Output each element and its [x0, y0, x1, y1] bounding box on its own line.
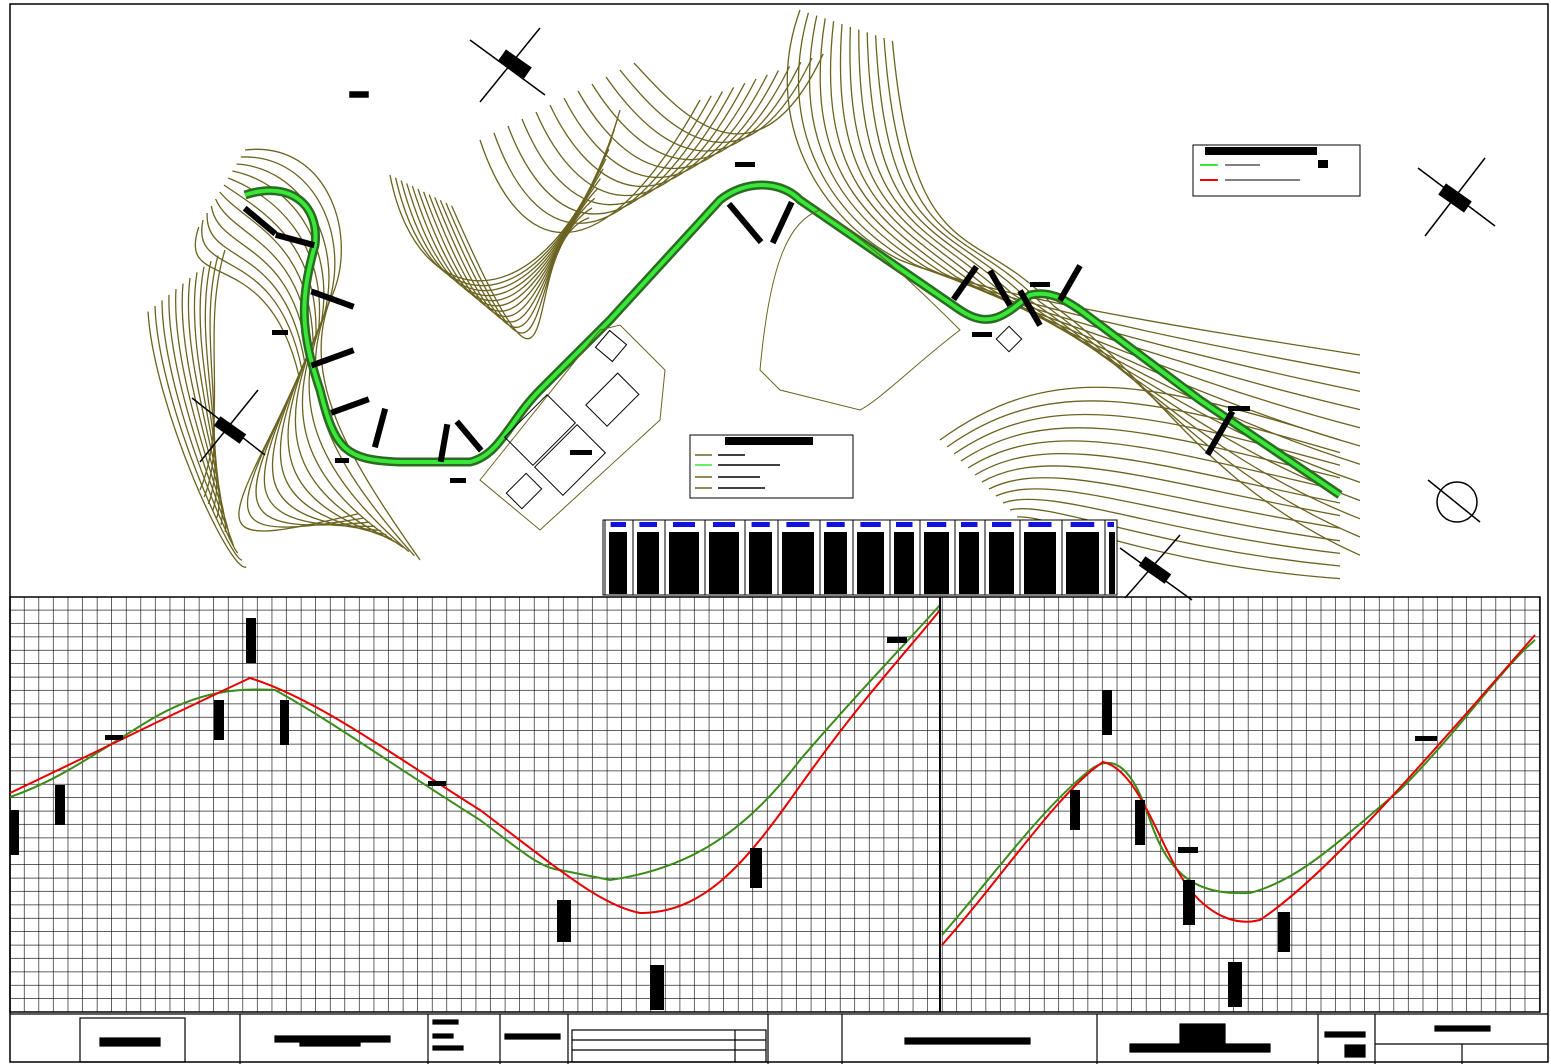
table-cell	[824, 532, 847, 594]
table-cell	[669, 532, 699, 594]
table-header	[673, 522, 695, 527]
contour	[1002, 498, 1341, 555]
contour	[891, 40, 1361, 556]
contour	[154, 305, 243, 561]
design-profile	[9, 609, 941, 915]
table-header	[1028, 522, 1052, 527]
road-centerline	[244, 183, 1342, 497]
ground-profile	[9, 604, 941, 882]
table-cell	[894, 532, 914, 594]
table-header	[1107, 522, 1114, 527]
table-header	[639, 522, 657, 527]
sheet-border	[9, 3, 1549, 1063]
contour	[535, 82, 746, 197]
table-cell	[637, 532, 659, 594]
contour	[521, 87, 735, 206]
contour	[819, 18, 1361, 411]
contour	[619, 57, 813, 143]
contour	[147, 311, 247, 568]
table-cell	[959, 532, 979, 594]
table-cell	[989, 532, 1014, 594]
contour	[633, 53, 824, 135]
table-header	[610, 522, 626, 527]
contour	[883, 37, 1361, 538]
table-cell	[609, 532, 627, 594]
contour	[591, 66, 791, 161]
contour	[493, 95, 712, 224]
contour	[974, 452, 1341, 504]
table-header	[992, 522, 1012, 527]
legend-plan	[1192, 144, 1361, 197]
contour	[866, 32, 1361, 502]
table-cell	[1066, 532, 1099, 594]
contour	[577, 70, 779, 170]
legend-contours	[689, 434, 854, 499]
contour	[946, 400, 1341, 454]
data-table	[602, 519, 1118, 596]
contour	[839, 23, 1361, 447]
contour	[988, 477, 1341, 529]
contour	[786, 9, 1361, 356]
contour	[549, 78, 757, 187]
table-header	[860, 522, 881, 527]
table-header	[713, 522, 735, 527]
contour	[939, 386, 1341, 441]
buildings	[479, 209, 1023, 531]
contour	[829, 21, 1361, 429]
contour	[203, 255, 219, 498]
contour	[199, 249, 226, 491]
profile-grid	[9, 596, 1541, 1013]
contour	[175, 289, 231, 540]
contour-lines	[147, 9, 1361, 580]
ground-profile	[941, 639, 1536, 936]
contour	[967, 440, 1341, 492]
contour	[605, 61, 802, 152]
contour	[1016, 516, 1341, 580]
symbols	[191, 27, 1496, 601]
table-header	[961, 522, 978, 527]
table-header	[927, 522, 947, 527]
table-cell	[709, 532, 739, 594]
contour	[240, 156, 415, 557]
contour	[168, 294, 235, 547]
table-cell	[749, 532, 772, 594]
table-cell	[857, 532, 884, 594]
contour	[797, 12, 1361, 374]
table-cell	[924, 532, 949, 594]
table-cell	[1109, 532, 1115, 594]
table-header	[1070, 522, 1095, 527]
table-cell	[1024, 532, 1056, 594]
profile-markers	[10, 618, 1437, 1010]
contour	[981, 465, 1341, 517]
table-header	[751, 522, 770, 527]
contour	[563, 74, 768, 179]
table-header	[826, 522, 845, 527]
contour	[161, 300, 239, 554]
contour	[1009, 508, 1341, 567]
contour	[194, 226, 359, 532]
contour	[507, 91, 723, 215]
contour	[201, 219, 365, 528]
section-markers	[242, 162, 1250, 483]
table-header	[896, 522, 913, 527]
title-block	[10, 1013, 1548, 1064]
contour	[995, 488, 1341, 542]
contour	[808, 15, 1361, 393]
table-cell	[782, 532, 814, 594]
contour	[206, 212, 370, 526]
table-header	[786, 522, 810, 527]
contour	[451, 205, 590, 340]
